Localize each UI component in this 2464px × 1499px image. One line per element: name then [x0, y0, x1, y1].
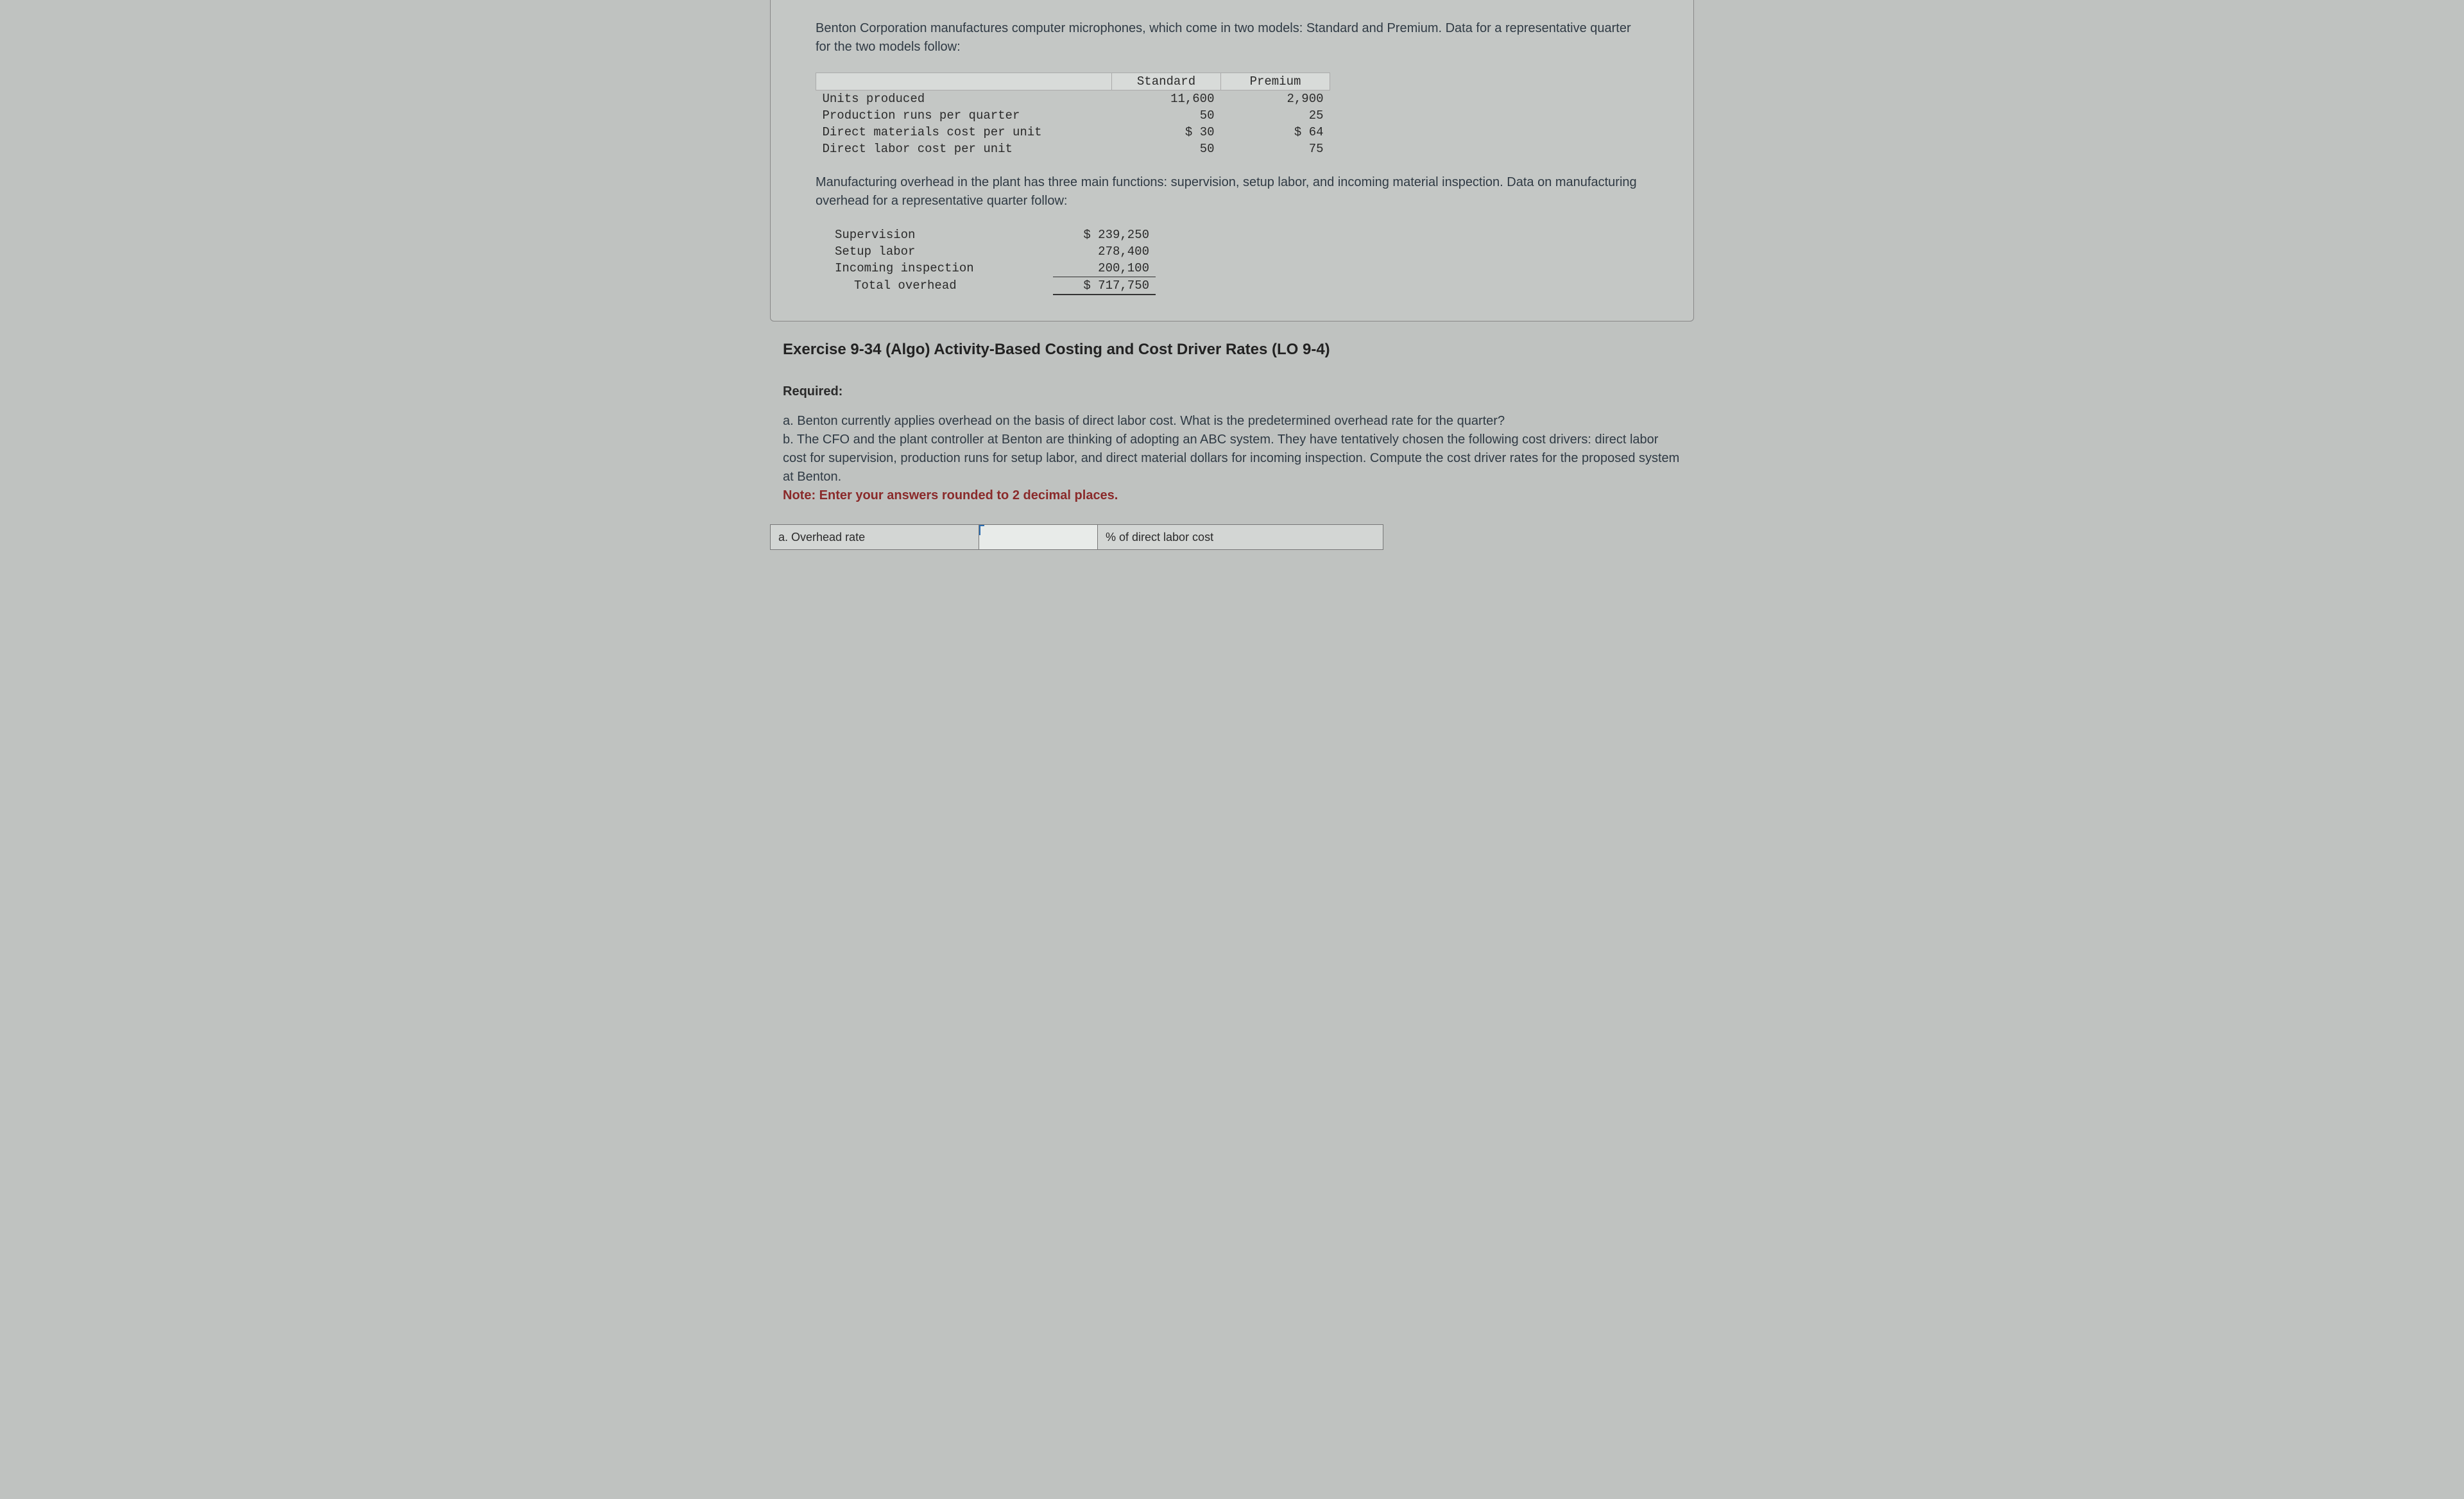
row-amount: $ 239,250 — [1053, 227, 1156, 243]
requirement-a: a. Benton currently applies overhead on … — [783, 412, 1681, 431]
table-row: Production runs per quarter 50 25 — [816, 107, 1330, 124]
requirements-list: a. Benton currently applies overhead on … — [783, 412, 1681, 505]
answer-row-a: a. Overhead rate % of direct labor cost — [771, 525, 1383, 550]
row-amount: 200,100 — [1053, 260, 1156, 277]
table-row: Supervision $ 239,250 — [828, 227, 1156, 243]
row-amount: 278,400 — [1053, 243, 1156, 260]
row-value-premium: 75 — [1221, 141, 1330, 157]
total-label: Total overhead — [828, 277, 1053, 295]
row-value-standard: 50 — [1112, 107, 1221, 124]
answer-a-label: a. Overhead rate — [771, 525, 979, 550]
table-row: Direct materials cost per unit $ 30 $ 64 — [816, 124, 1330, 141]
table1-col-standard: Standard — [1112, 73, 1221, 90]
page-container: Benton Corporation manufactures computer… — [770, 0, 1694, 550]
row-value-standard: $ 30 — [1112, 124, 1221, 141]
row-value-standard: 50 — [1112, 141, 1221, 157]
row-value-standard: 11,600 — [1112, 90, 1221, 108]
total-amount: $ 717,750 — [1053, 277, 1156, 295]
table-row: Units produced 11,600 2,900 — [816, 90, 1330, 108]
table-row: Direct labor cost per unit 50 75 — [816, 141, 1330, 157]
requirement-b: b. The CFO and the plant controller at B… — [783, 431, 1681, 486]
row-label: Direct materials cost per unit — [816, 124, 1112, 141]
table1-blank-header — [816, 73, 1112, 90]
row-label: Production runs per quarter — [816, 107, 1112, 124]
answer-input-table: a. Overhead rate % of direct labor cost — [770, 524, 1383, 550]
row-label: Units produced — [816, 90, 1112, 108]
requirement-note: Note: Enter your answers rounded to 2 de… — [783, 486, 1681, 505]
answer-a-input[interactable] — [979, 525, 1098, 550]
table-total-row: Total overhead $ 717,750 — [828, 277, 1156, 295]
answer-a-unit: % of direct labor cost — [1098, 525, 1383, 550]
mid-paragraph: Manufacturing overhead in the plant has … — [816, 173, 1648, 210]
row-label: Incoming inspection — [828, 260, 1053, 277]
table-row: Setup labor 278,400 — [828, 243, 1156, 260]
row-value-premium: 25 — [1221, 107, 1330, 124]
row-label: Setup labor — [828, 243, 1053, 260]
row-label: Direct labor cost per unit — [816, 141, 1112, 157]
intro-paragraph: Benton Corporation manufactures computer… — [816, 19, 1648, 56]
exercise-title: Exercise 9-34 (Algo) Activity-Based Cost… — [783, 341, 1681, 359]
table-row: Incoming inspection 200,100 — [828, 260, 1156, 277]
overhead-table: Supervision $ 239,250 Setup labor 278,40… — [828, 227, 1156, 295]
row-value-premium: $ 64 — [1221, 124, 1330, 141]
row-value-premium: 2,900 — [1221, 90, 1330, 108]
table1-col-premium: Premium — [1221, 73, 1330, 90]
row-label: Supervision — [828, 227, 1053, 243]
problem-statement-box: Benton Corporation manufactures computer… — [770, 0, 1694, 321]
required-heading: Required: — [783, 384, 1681, 399]
model-data-table: Standard Premium Units produced 11,600 2… — [816, 73, 1330, 157]
